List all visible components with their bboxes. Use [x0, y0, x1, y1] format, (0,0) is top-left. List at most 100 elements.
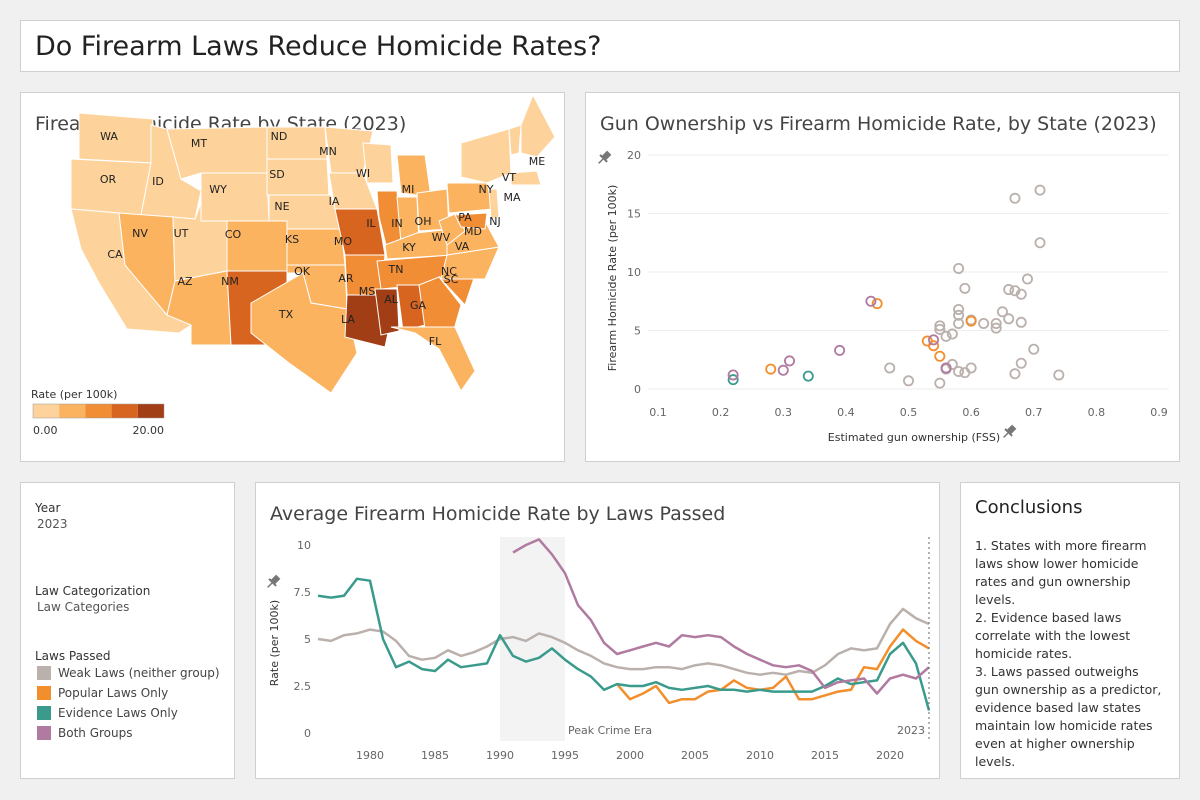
- state-label-ms: MS: [359, 285, 375, 298]
- state-md[interactable]: [454, 212, 488, 230]
- scatter-point[interactable]: [965, 315, 977, 327]
- laws-legend-item[interactable]: Both Groups: [37, 726, 132, 740]
- scatter-x-tick: 0.3: [775, 406, 793, 419]
- scatter-point[interactable]: [1003, 313, 1015, 325]
- legend-swatch: [37, 726, 51, 740]
- state-ny[interactable]: [460, 128, 512, 184]
- scatter-point[interactable]: [784, 355, 796, 367]
- state-me[interactable]: [520, 93, 556, 158]
- laws-legend-item[interactable]: Evidence Laws Only: [37, 706, 178, 720]
- scatter-point[interactable]: [928, 334, 940, 346]
- line-x-tick: 1995: [551, 749, 579, 762]
- scatter-point[interactable]: [1034, 237, 1046, 249]
- line-series[interactable]: [616, 628, 930, 705]
- state-ma[interactable]: [510, 170, 542, 186]
- scatter-y-tick: 15: [627, 208, 641, 221]
- scatter-point[interactable]: [1009, 368, 1021, 380]
- scatter-point[interactable]: [884, 362, 896, 374]
- scatter-point[interactable]: [1034, 184, 1046, 196]
- state-label-ok: OK: [294, 265, 311, 278]
- state-label-ia: IA: [329, 195, 340, 208]
- state-wy[interactable]: [200, 172, 270, 222]
- law-categorization-value[interactable]: Law Categories: [37, 600, 130, 614]
- line-series[interactable]: [512, 538, 930, 695]
- scatter-point[interactable]: [765, 363, 777, 375]
- scatter-point[interactable]: [727, 369, 739, 381]
- scatter-point[interactable]: [953, 365, 965, 377]
- scatter-point[interactable]: [959, 367, 971, 379]
- scatter-point[interactable]: [990, 317, 1002, 329]
- line-series[interactable]: [317, 577, 931, 711]
- state-mt[interactable]: [166, 126, 268, 180]
- scatter-point[interactable]: [978, 317, 990, 329]
- scatter-point[interactable]: [953, 317, 965, 329]
- conclusion-point-2: 2. Evidence based laws correlate with th…: [975, 610, 1131, 661]
- scatter-point[interactable]: [996, 306, 1008, 318]
- scatter-point[interactable]: [1053, 369, 1065, 381]
- scatter-point[interactable]: [953, 303, 965, 315]
- scatter-point[interactable]: [953, 262, 965, 274]
- state-label-mt: MT: [191, 137, 207, 150]
- year-filter-label: Year: [35, 501, 61, 515]
- scatter-point[interactable]: [834, 344, 846, 356]
- pin-icon[interactable]: [264, 573, 282, 591]
- state-label-sc: SC: [444, 273, 459, 286]
- legend-swatch: [37, 686, 51, 700]
- laws-legend-item[interactable]: Weak Laws (neither group): [37, 666, 220, 680]
- conclusions-title: Conclusions: [975, 497, 1083, 518]
- scatter-x-tick: 0.7: [1025, 406, 1043, 419]
- state-nj[interactable]: [488, 188, 500, 220]
- scatter-point[interactable]: [946, 328, 958, 340]
- scatter-point[interactable]: [934, 323, 946, 335]
- scatter-panel: Gun Ownership vs Firearm Homicide Rate, …: [585, 92, 1180, 462]
- scatter-point[interactable]: [902, 375, 914, 387]
- state-label-nj: NJ: [489, 215, 500, 228]
- state-vt[interactable]: [508, 124, 522, 156]
- state-label-mo: MO: [334, 235, 352, 248]
- state-or[interactable]: [70, 158, 152, 216]
- scatter-point[interactable]: [934, 377, 946, 389]
- line-x-tick: 2010: [746, 749, 774, 762]
- scatter-point[interactable]: [959, 282, 971, 294]
- scatter-point[interactable]: [965, 362, 977, 374]
- scatter-point[interactable]: [1003, 284, 1015, 296]
- scatter-point[interactable]: [865, 295, 877, 307]
- line-series[interactable]: [317, 607, 930, 676]
- scatter-point[interactable]: [727, 374, 739, 386]
- state-label-md: MD: [464, 225, 482, 238]
- line-y-tick: 0: [304, 727, 311, 740]
- state-fl[interactable]: [390, 326, 476, 392]
- scatter-point[interactable]: [802, 370, 814, 382]
- scatter-point[interactable]: [1015, 288, 1027, 300]
- state-tx[interactable]: [250, 272, 358, 394]
- scatter-point[interactable]: [1021, 273, 1033, 285]
- state-label-nv: NV: [132, 227, 148, 240]
- scatter-point[interactable]: [1015, 316, 1027, 328]
- scatter-point[interactable]: [934, 350, 946, 362]
- year-filter-value[interactable]: 2023: [37, 517, 68, 531]
- state-ms[interactable]: [374, 288, 400, 336]
- line-x-tick: 2015: [811, 749, 839, 762]
- scatter-point[interactable]: [871, 298, 883, 310]
- scatter-point[interactable]: [990, 322, 1002, 334]
- scatter-point[interactable]: [934, 320, 946, 332]
- scatter-point[interactable]: [1009, 192, 1021, 204]
- scatter-point[interactable]: [1028, 343, 1040, 355]
- scatter-point[interactable]: [940, 362, 952, 374]
- pin-icon[interactable]: [1000, 423, 1018, 441]
- scatter-point[interactable]: [953, 309, 965, 321]
- state-label-oh: OH: [415, 215, 432, 228]
- state-ga[interactable]: [418, 276, 462, 334]
- pin-icon[interactable]: [595, 149, 613, 167]
- laws-legend-item[interactable]: Popular Laws Only: [37, 686, 168, 700]
- scatter-y-tick: 5: [634, 325, 641, 338]
- state-label-tx: TX: [278, 308, 294, 321]
- scatter-point[interactable]: [928, 340, 940, 352]
- scatter-point[interactable]: [1015, 357, 1027, 369]
- map-panel: Firearm Homicide Rate by State (2023) WA…: [20, 92, 565, 462]
- state-label-nc: NC: [441, 265, 457, 278]
- scatter-point[interactable]: [777, 364, 789, 376]
- state-wi[interactable]: [362, 142, 394, 184]
- map-legend-swatch: [137, 404, 164, 418]
- scatter-point[interactable]: [940, 330, 952, 342]
